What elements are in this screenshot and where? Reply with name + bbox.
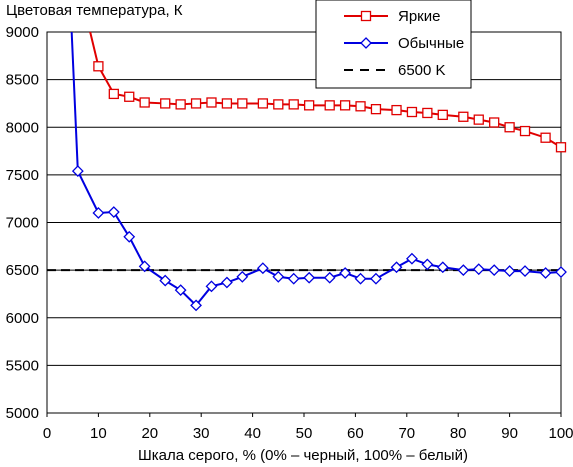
data-point (205, 280, 218, 293)
y-tick-label: 8500 (6, 72, 39, 89)
data-point (160, 98, 171, 109)
data-point (220, 276, 233, 289)
data-point (360, 37, 372, 49)
series-normal (70, 31, 567, 312)
data-point (472, 263, 485, 276)
data-point (257, 98, 269, 109)
x-tick-label: 90 (501, 425, 518, 442)
x-axis-label: Шкала серого, % (0% – черный, 100% – бел… (138, 447, 468, 464)
data-point (206, 97, 217, 108)
x-tick-label: 40 (244, 425, 261, 442)
tick-labels: 5000 5500 6000 6500 7000 7500 8000 8500 9000 0 10 2… (6, 24, 573, 442)
data-point (370, 272, 382, 285)
grid (47, 31, 561, 414)
data-point (473, 114, 484, 125)
data-point (437, 109, 448, 121)
data-point (504, 122, 515, 133)
data-point (303, 271, 316, 284)
data-point (237, 98, 248, 109)
y-tick-label: 5500 (6, 357, 39, 374)
legend-label: Яркие (398, 8, 440, 25)
data-point (139, 97, 150, 108)
x-tick-label: 70 (398, 425, 415, 442)
y-tick-label: 6500 (6, 262, 39, 279)
data-point (503, 265, 516, 277)
data-point (107, 206, 120, 218)
data-point (457, 264, 470, 277)
data-point (555, 266, 567, 278)
x-tick-label: 60 (347, 425, 364, 442)
data-point (406, 252, 418, 265)
data-point (324, 100, 335, 111)
data-point (123, 230, 136, 243)
data-point (339, 100, 351, 111)
legend: Яркие Обычные 6500 K (315, 0, 472, 89)
data-point (391, 104, 402, 116)
data-point (339, 267, 352, 279)
legend-box (315, 0, 472, 89)
data-point (458, 111, 469, 122)
x-tick-label: 10 (90, 425, 107, 442)
data-point (355, 101, 366, 112)
x-tick-label: 30 (193, 425, 210, 442)
x-tick-label: 100 (548, 425, 573, 442)
data-point (138, 260, 151, 273)
data-point (190, 299, 202, 312)
data-point (288, 99, 299, 110)
data-point (519, 265, 531, 277)
data-point (421, 258, 434, 271)
x-tick-label: 0 (43, 425, 51, 442)
data-point (540, 132, 551, 143)
data-point (221, 98, 233, 109)
data-point (236, 270, 249, 283)
data-point (422, 107, 433, 119)
data-point (489, 117, 500, 128)
data-point (93, 61, 104, 72)
plot-frame (46, 31, 562, 414)
data-point (488, 264, 501, 277)
x-tick-label: 80 (450, 425, 467, 442)
data-point (272, 270, 285, 283)
y-tick-label: 7500 (6, 167, 39, 184)
data-point (273, 99, 284, 110)
data-point (436, 261, 449, 274)
y-tick-label: 5000 (6, 405, 39, 422)
data-point (354, 272, 367, 285)
data-point (287, 272, 300, 285)
series-bright (89, 31, 567, 153)
data-point (108, 88, 119, 100)
data-point (519, 125, 531, 137)
data-point (190, 98, 202, 109)
data-point (256, 262, 269, 275)
x-tick-label: 20 (141, 425, 158, 442)
data-point (92, 207, 105, 219)
data-point (539, 267, 552, 279)
series-group (70, 31, 567, 312)
y-tick-label: 6000 (6, 310, 39, 327)
data-point (174, 284, 187, 297)
data-point (555, 142, 567, 153)
x-tick-label: 50 (296, 425, 313, 442)
data-point (124, 91, 135, 102)
data-point (323, 271, 336, 284)
data-point (390, 261, 403, 274)
data-point (175, 99, 186, 110)
legend-label: Обычные (398, 35, 464, 52)
axes (46, 31, 562, 417)
data-point (159, 274, 172, 287)
y-tick-label: 8000 (6, 119, 39, 136)
y-tick-label: 9000 (6, 24, 39, 41)
data-point (360, 10, 372, 22)
data-point (370, 104, 382, 115)
data-point (406, 106, 418, 118)
chart-title: Цветовая температура, К (6, 2, 183, 19)
data-point (71, 165, 84, 177)
legend-label: 6500 K (398, 62, 446, 79)
y-tick-label: 7000 (6, 215, 39, 232)
data-point (303, 100, 315, 111)
